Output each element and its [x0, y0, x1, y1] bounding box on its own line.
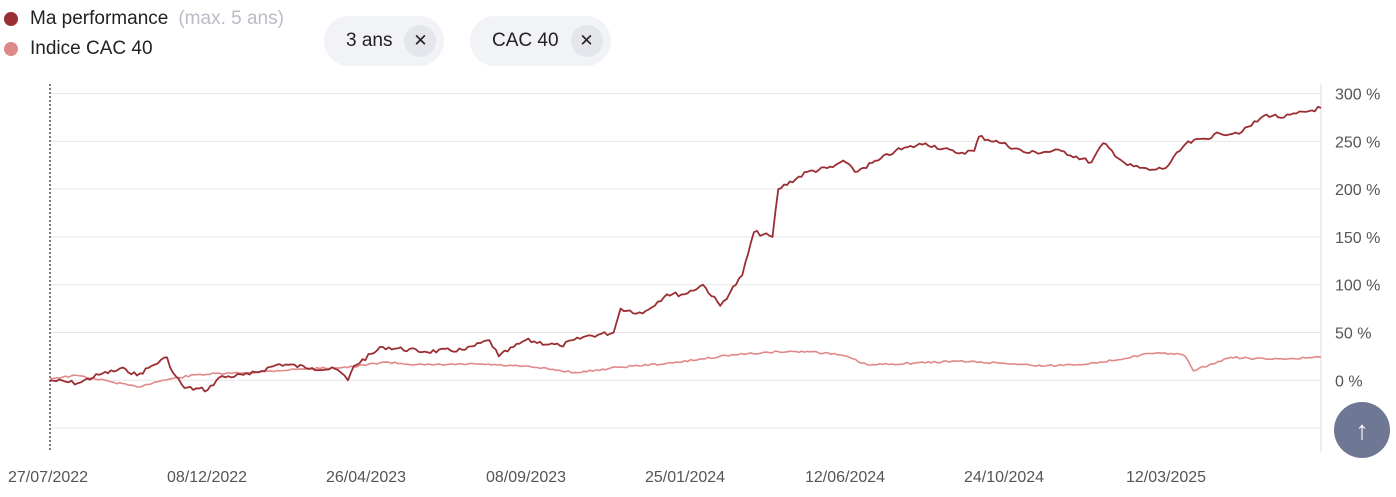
y-tick-label: 200 % [1335, 182, 1380, 199]
y-tick-label: 100 % [1335, 278, 1380, 295]
legend-note-performance: (max. 5 ans) [178, 8, 284, 29]
close-icon[interactable]: ✕ [404, 25, 437, 57]
x-tick-label: 08/09/2023 [486, 469, 566, 486]
x-tick-label: 25/01/2024 [645, 469, 725, 486]
filter-chip-index-label: CAC 40 [492, 30, 559, 51]
arrow-up-icon: ↑ [1355, 414, 1369, 445]
series-line-performance [49, 106, 1322, 393]
chart-legend: Ma performance (max. 5 ans) Indice CAC 4… [4, 4, 284, 64]
x-tick-label: 12/06/2024 [805, 469, 885, 486]
legend-label-cac40: Indice CAC 40 [30, 38, 153, 59]
y-tick-label: 250 % [1335, 134, 1380, 151]
x-tick-label: 12/03/2025 [1126, 469, 1206, 486]
legend-item-cac40[interactable]: Indice CAC 40 [4, 34, 284, 64]
close-icon[interactable]: ✕ [570, 25, 603, 57]
filter-chip-period-label: 3 ans [346, 30, 393, 51]
y-tick-label: 50 % [1335, 326, 1371, 343]
y-tick-label: 0 % [1335, 373, 1363, 390]
x-tick-label: 24/10/2024 [964, 469, 1044, 486]
legend-item-performance[interactable]: Ma performance (max. 5 ans) [4, 4, 284, 34]
x-tick-label: 27/07/2022 [8, 469, 88, 486]
performance-dot-icon [4, 12, 18, 26]
y-tick-label: 300 % [1335, 87, 1380, 104]
legend-label-performance: Ma performance [30, 8, 169, 29]
cac40-dot-icon [4, 42, 18, 56]
x-tick-label: 08/12/2022 [167, 469, 247, 486]
filter-chip-index[interactable]: CAC 40 ✕ [470, 16, 611, 66]
scroll-to-top-button[interactable]: ↑ [1334, 402, 1390, 458]
series-line-cac40 [49, 350, 1322, 388]
x-tick-label: 26/04/2023 [326, 469, 406, 486]
filter-chip-period[interactable]: 3 ans ✕ [324, 16, 445, 66]
y-tick-label: 150 % [1335, 230, 1380, 247]
